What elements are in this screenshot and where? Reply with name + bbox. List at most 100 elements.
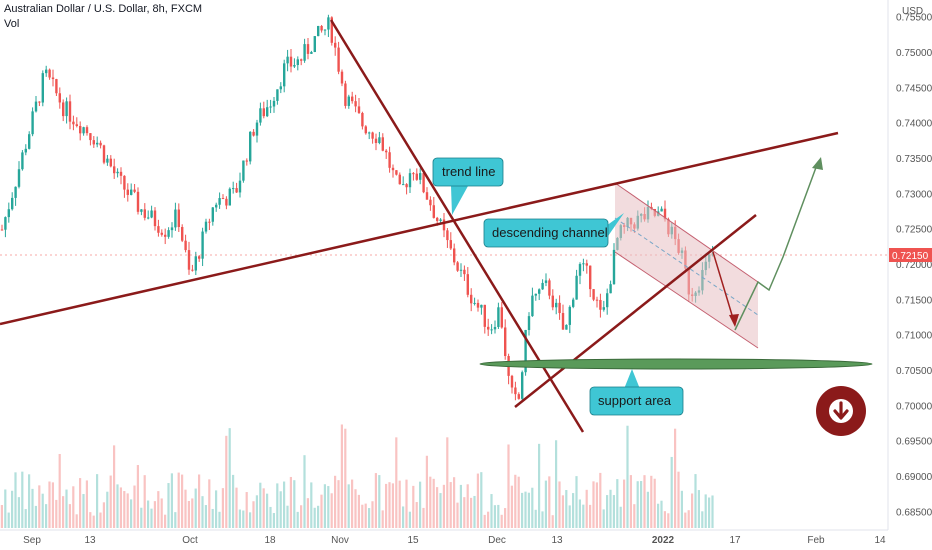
candle-body xyxy=(361,112,364,127)
volume-bar xyxy=(130,499,133,528)
price-tick-label: 0.72000 xyxy=(896,260,932,271)
volume-bar xyxy=(293,480,296,528)
volume-bar xyxy=(92,515,95,528)
volume-bar xyxy=(283,481,286,528)
candle-body xyxy=(313,36,316,52)
volume-bar xyxy=(181,474,184,528)
volume-bar xyxy=(541,511,544,528)
candle-body xyxy=(561,313,565,330)
candle-body xyxy=(85,127,89,134)
candle-body xyxy=(470,294,473,304)
candle-body xyxy=(28,134,31,149)
volume-bar xyxy=(225,435,228,528)
volume-bar xyxy=(337,480,340,528)
support-area-zone xyxy=(479,358,873,370)
volume-bar xyxy=(68,504,71,528)
candle-body xyxy=(463,269,466,275)
candle-body xyxy=(459,269,463,271)
price-tick-label: 0.68500 xyxy=(896,507,932,518)
volume-bar xyxy=(636,481,639,528)
candle-body xyxy=(510,375,514,388)
projection-down-arrowhead xyxy=(729,314,739,327)
candle-body xyxy=(140,209,143,212)
volume-bar xyxy=(561,495,564,528)
candle-body xyxy=(272,100,276,107)
volume-bar xyxy=(616,479,619,528)
candle-body xyxy=(473,302,476,304)
volume-bar xyxy=(72,486,75,528)
candle-body xyxy=(245,160,248,162)
volume-bar xyxy=(153,501,156,528)
descending-channel-callout: descending channel xyxy=(483,213,624,248)
candle-body xyxy=(204,221,208,232)
candle-body xyxy=(0,229,4,231)
volume-bar xyxy=(208,479,211,528)
candle-body xyxy=(429,199,432,206)
price-tick-label: 0.75000 xyxy=(896,48,932,59)
candle-body xyxy=(276,89,279,101)
volume-bar xyxy=(136,465,139,528)
descending-channel-area xyxy=(615,183,758,348)
volume-bar xyxy=(0,505,4,528)
candle-body xyxy=(531,295,534,317)
candle-body xyxy=(595,299,599,301)
volume-bar xyxy=(17,497,20,528)
projection-down-line xyxy=(712,251,736,326)
price-tick-label: 0.71500 xyxy=(896,295,932,306)
volume-bar xyxy=(643,475,646,528)
volume-bar xyxy=(650,475,653,528)
candle-body xyxy=(351,96,354,102)
volume-bar xyxy=(368,508,371,528)
candle-body xyxy=(327,17,330,30)
volume-bar xyxy=(646,491,649,528)
candle-body xyxy=(123,175,126,190)
candle-body xyxy=(395,170,398,175)
volume-bar xyxy=(402,506,405,528)
candle-body xyxy=(4,217,7,230)
volume-bar xyxy=(272,512,275,528)
candle-body xyxy=(425,192,429,200)
volume-bar xyxy=(34,505,37,528)
candle-body xyxy=(504,327,507,357)
volume-bar xyxy=(249,512,252,528)
candle-body xyxy=(385,150,388,153)
candle-body xyxy=(524,329,527,373)
volume-bar xyxy=(116,484,119,528)
volume-bar xyxy=(504,508,507,528)
volume-bar xyxy=(436,487,439,528)
volume-bar xyxy=(164,514,167,528)
candle-body xyxy=(453,248,456,263)
candle-body xyxy=(371,132,374,139)
candle-body xyxy=(102,145,106,163)
candle-body xyxy=(310,51,313,54)
volume-bar xyxy=(609,489,612,528)
volume-bar xyxy=(31,488,34,528)
candle-body xyxy=(143,209,146,218)
volume-bar xyxy=(660,500,663,528)
candle-body xyxy=(592,289,595,300)
volume-bar xyxy=(21,471,24,528)
volume-label: Vol xyxy=(4,18,20,30)
candle-body xyxy=(24,148,27,153)
volume-bar xyxy=(385,483,388,528)
candle-body xyxy=(391,167,395,171)
candle-body xyxy=(337,47,340,72)
volume-bar xyxy=(527,492,530,528)
time-tick-label: Oct xyxy=(182,535,198,546)
current-price-badge: 0.72150 xyxy=(889,248,932,262)
volume-bar xyxy=(708,497,711,528)
price-tick-label: 0.73500 xyxy=(896,154,932,165)
candle-body xyxy=(283,63,286,87)
candle-body xyxy=(58,93,61,103)
volume-bar xyxy=(354,489,357,528)
channel-upper-line xyxy=(614,182,759,283)
candle-body xyxy=(215,204,218,208)
volume-bar xyxy=(187,500,190,528)
volume-bar xyxy=(364,503,367,528)
candle-body xyxy=(320,25,323,31)
volume-bar xyxy=(422,507,425,528)
volume-bar xyxy=(432,478,435,528)
volume-bar xyxy=(602,509,605,528)
volume-bar xyxy=(266,493,269,528)
